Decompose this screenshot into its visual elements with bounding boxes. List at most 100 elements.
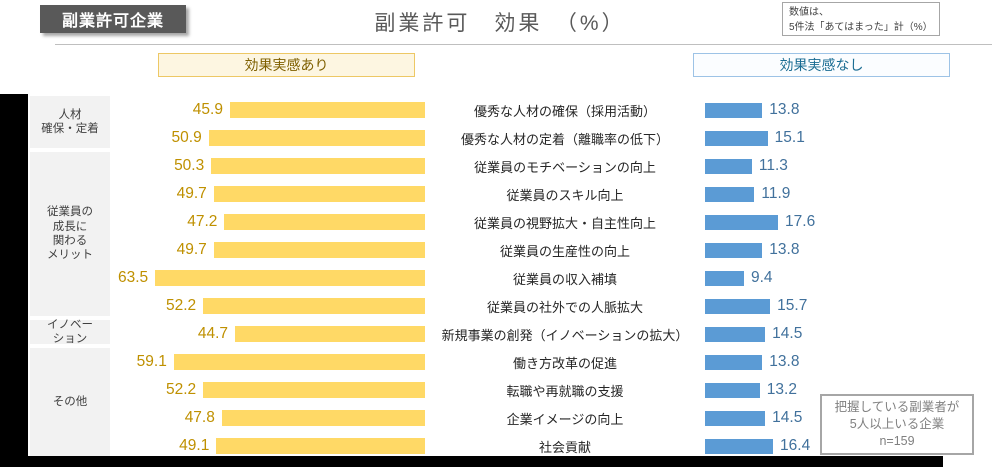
yes-cell: 47.8 xyxy=(115,409,425,427)
category-label-line: 成長に xyxy=(52,220,88,233)
category-label-line: メリット xyxy=(47,249,93,262)
item-label: 優秀な人材の定着（離職率の低下） xyxy=(460,131,669,147)
left-accent-bar xyxy=(0,94,28,467)
yes-cell: 63.5 xyxy=(115,269,425,287)
chart-row: 50.9 優秀な人材の定着（離職率の低下） 15.1 xyxy=(115,124,1000,152)
no-bar xyxy=(705,270,744,286)
category-label-line: 確保・定着 xyxy=(41,123,99,135)
yes-bar xyxy=(208,130,425,146)
chart-row: 52.2 従業員の社外での人脈拡大 15.7 xyxy=(115,292,1000,320)
no-bar xyxy=(705,102,763,118)
page-title: 副業許可 効果 （%） xyxy=(374,12,626,35)
legend-effect-yes: 効果実感あり xyxy=(158,53,415,77)
no-value: 16.4 xyxy=(780,437,811,454)
yes-cell: 45.9 xyxy=(115,101,425,119)
category-box: 人材 確保・定着 xyxy=(30,96,110,148)
category-label-line: 従業員の xyxy=(47,206,93,219)
category-sidebar: 人材確保・定着従業員の 成長に 関わる メリットイノベーションその他 xyxy=(30,96,110,460)
yes-cell: 50.9 xyxy=(115,129,425,147)
chart-row: 45.9 優秀な人材の確保（採用活動） 13.8 xyxy=(115,96,1000,124)
yes-value: 45.9 xyxy=(192,101,223,118)
legend-effect-no: 効果実感なし xyxy=(693,53,950,77)
no-value: 13.8 xyxy=(769,241,800,258)
yes-cell: 52.2 xyxy=(115,381,425,399)
item-label: 転職や再就職の支援 xyxy=(506,383,624,399)
no-cell: 14.5 xyxy=(705,409,1000,427)
no-cell: 16.4 xyxy=(705,437,1000,455)
no-cell: 15.7 xyxy=(705,297,1000,315)
yes-value: 59.1 xyxy=(136,353,167,370)
no-value: 13.8 xyxy=(769,353,800,370)
no-bar xyxy=(705,326,766,342)
category-label-line: ション xyxy=(52,333,88,345)
item-label: 従業員の社外での人脈拡大 xyxy=(486,299,643,315)
no-bar xyxy=(705,298,771,314)
yes-cell: 52.2 xyxy=(115,297,425,315)
category-box: その他 xyxy=(30,348,110,456)
no-bar xyxy=(705,438,774,454)
item-label: 従業員のスキル向上 xyxy=(506,187,624,203)
item-label: 従業員の収入補填 xyxy=(512,271,617,287)
no-bar xyxy=(705,410,766,426)
item-label: 企業イメージの向上 xyxy=(506,411,624,427)
no-cell: 14.5 xyxy=(705,325,1000,343)
category-box: 従業員の 成長に 関わる メリット xyxy=(30,152,110,316)
yes-bar xyxy=(211,158,425,174)
yes-cell: 49.1 xyxy=(115,437,425,455)
no-value: 13.2 xyxy=(766,381,797,398)
no-cell: 11.3 xyxy=(705,157,1000,175)
yes-bar xyxy=(221,410,425,426)
yes-cell: 47.2 xyxy=(115,213,425,231)
no-value: 14.5 xyxy=(772,325,803,342)
chart-row: 49.7 従業員の生産性の向上 13.8 xyxy=(115,236,1000,264)
item-label: 優秀な人材の確保（採用活動） xyxy=(473,103,656,119)
header-divider xyxy=(55,44,992,45)
yes-bar xyxy=(224,214,425,230)
no-cell: 13.8 xyxy=(705,241,1000,259)
item-label: 従業員の生産性の向上 xyxy=(499,243,630,259)
no-bar xyxy=(705,130,768,146)
chart-row: 49.1 社会貢献 16.4 xyxy=(115,432,1000,460)
yes-cell: 49.7 xyxy=(115,241,425,259)
item-label: 働き方改革の促進 xyxy=(512,355,617,371)
yes-bar xyxy=(155,270,425,286)
no-bar xyxy=(705,158,752,174)
category-label-line: その他 xyxy=(52,395,88,408)
no-value: 15.1 xyxy=(774,129,805,146)
yes-cell: 49.7 xyxy=(115,185,425,203)
yes-value: 52.2 xyxy=(165,381,197,398)
no-cell: 17.6 xyxy=(705,213,1000,231)
yes-value: 49.7 xyxy=(176,241,207,258)
yes-value: 52.2 xyxy=(165,297,197,314)
item-label: 従業員の視野拡大・自主性向上 xyxy=(473,215,656,231)
yes-bar xyxy=(203,382,425,398)
no-value: 11.9 xyxy=(761,185,791,202)
no-cell: 13.8 xyxy=(705,101,1000,119)
no-bar xyxy=(705,242,763,258)
chart-rows: 45.9 優秀な人材の確保（採用活動） 13.8 50.9 優秀な人材の定着（離… xyxy=(115,96,1000,460)
yes-value: 44.7 xyxy=(197,325,229,342)
chart-row: 47.2 従業員の視野拡大・自主性向上 17.6 xyxy=(115,208,1000,236)
sample-note-line1: 把握している副業者が xyxy=(834,400,960,415)
yes-cell: 44.7 xyxy=(115,325,425,343)
item-label: 従業員のモチベーションの向上 xyxy=(474,159,656,175)
sample-note-line3: n=159 xyxy=(879,433,915,448)
no-value: 9.4 xyxy=(751,269,773,286)
sample-note-line2: 5人以上いる企業 xyxy=(849,417,945,432)
yes-bar xyxy=(229,102,425,118)
chart-row: 47.8 企業イメージの向上 14.5 xyxy=(115,404,1000,432)
yes-cell: 59.1 xyxy=(115,353,425,371)
yes-value: 47.2 xyxy=(187,213,218,230)
category-label-line: イノベー xyxy=(47,318,93,331)
yes-bar xyxy=(235,326,425,342)
item-label: 新規事業の創発（イノベーションの拡大） xyxy=(441,327,689,343)
yes-bar xyxy=(203,298,425,314)
category-label-line: 人材 xyxy=(58,108,82,121)
methodology-note: 数値は、 5件法「あてはまった」計（%） xyxy=(782,2,940,36)
no-cell: 13.2 xyxy=(705,381,1000,399)
no-cell: 9.4 xyxy=(705,269,1000,287)
no-cell: 15.1 xyxy=(705,129,1000,147)
yes-value: 50.3 xyxy=(174,157,205,174)
slide-badge: 副業許可企業 xyxy=(40,5,186,33)
